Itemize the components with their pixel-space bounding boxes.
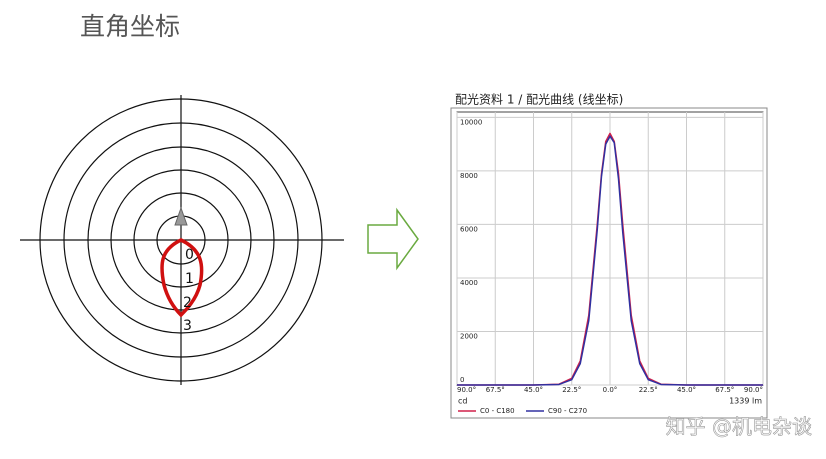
y-tick-label: 8000: [460, 172, 478, 180]
x-tick-label: 45.0°: [677, 386, 696, 394]
legend-label: C90 - C270: [548, 407, 587, 415]
y-tick-label: 2000: [460, 332, 478, 340]
lamp-icon: [174, 206, 188, 226]
ring-label: 0: [185, 247, 194, 263]
light-distribution-curve: [160, 238, 204, 318]
ring-label: 1: [185, 271, 194, 287]
y-tick-label: 10000: [460, 118, 482, 126]
x-tick-label: 0.0°: [603, 386, 618, 394]
y-unit: cd: [458, 397, 467, 406]
x-tick-label: 22.5°: [562, 386, 581, 394]
x-tick-label: 90.0°: [744, 386, 763, 394]
x-tick-label: 45.0°: [524, 386, 543, 394]
y-tick-label: 4000: [460, 279, 478, 287]
flux: 1339 lm: [729, 397, 762, 406]
slide-title: 直角坐标: [80, 12, 180, 41]
legend-label: C0 - C180: [480, 407, 515, 415]
x-tick-label: 22.5°: [639, 386, 658, 394]
chart-title: 配光资料 1 / 配光曲线 (线坐标): [455, 93, 623, 107]
arrow: [367, 207, 419, 271]
y-tick-label: 6000: [460, 225, 478, 233]
x-tick-label: 90.0°: [457, 386, 476, 394]
watermark: 知乎 @机电杂谈: [666, 415, 812, 439]
series-line: [457, 135, 763, 386]
x-tick-label: 67.5°: [715, 386, 734, 394]
ring-label: 3: [183, 318, 192, 334]
x-tick-label: 67.5°: [486, 386, 505, 394]
ring-label: 2: [183, 295, 192, 311]
y-tick-label: 0: [460, 376, 464, 384]
